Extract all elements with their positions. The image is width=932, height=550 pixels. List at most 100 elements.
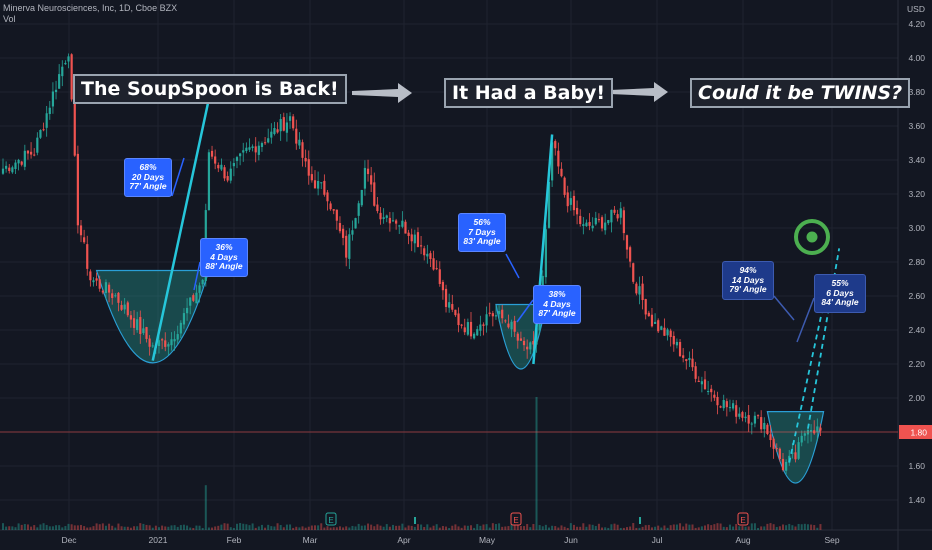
volume-bar: [778, 526, 781, 530]
volume-bar: [323, 527, 326, 530]
candle-body: [432, 258, 435, 270]
candle-body: [775, 448, 778, 450]
candle-body: [345, 235, 348, 258]
earnings-badge: [325, 512, 337, 526]
x-tick-label: Sep: [824, 535, 839, 545]
volume-bar: [98, 524, 101, 530]
volume-bar: [666, 527, 669, 530]
candle-body: [123, 304, 126, 310]
candle-body: [111, 293, 114, 298]
x-axis: Dec 2021 Feb Mar Apr May Jun Jul Aug Sep: [61, 535, 839, 545]
candle-body: [151, 345, 154, 347]
volume-bar: [173, 525, 176, 530]
volume-bar: [158, 527, 160, 530]
volume-bar: [510, 523, 513, 530]
candle-body: [282, 117, 285, 131]
candle-body: [39, 129, 42, 138]
candle-body: [86, 244, 89, 269]
candle-body: [379, 212, 382, 220]
candle-body: [310, 174, 313, 181]
candle-body: [460, 324, 463, 326]
volume-bar: [660, 527, 663, 530]
volume-bar: [23, 524, 26, 530]
candle-body: [560, 168, 563, 177]
candle-body: [276, 129, 279, 133]
candle-body: [513, 320, 516, 332]
volume-bar: [267, 524, 270, 530]
volume-bar: [463, 525, 466, 530]
volume-bar: [438, 527, 441, 530]
volume-bar: [189, 527, 192, 530]
x-tick-label: Aug: [735, 535, 750, 545]
candle-body: [554, 141, 557, 149]
volume-bar: [154, 525, 157, 530]
candle-body: [600, 217, 604, 229]
banner-soupspoon: The SoupSpoon is Back!: [73, 74, 347, 104]
candle-body: [70, 54, 73, 100]
candle-body: [332, 209, 335, 211]
candle-body: [354, 218, 357, 229]
candle-body: [164, 340, 167, 347]
candle-body: [357, 203, 360, 216]
volume-bar: [544, 524, 547, 530]
volume-bar: [632, 523, 635, 530]
volume-bar: [679, 523, 682, 530]
volume-bar: [161, 525, 164, 530]
candle-body: [435, 268, 438, 270]
volume-bar: [401, 523, 404, 530]
volume-bar: [663, 525, 666, 530]
candle-body: [663, 327, 666, 336]
candle-body: [317, 181, 320, 189]
volume-bar: [416, 524, 419, 530]
volume-bar: [591, 524, 594, 530]
volume-bar: [675, 524, 678, 530]
candle-body: [117, 292, 120, 303]
candle-body: [58, 74, 61, 89]
volume-bar: [70, 524, 73, 530]
candle-body: [210, 150, 214, 157]
candle-body: [67, 56, 70, 62]
earnings-icon: E: [737, 512, 749, 526]
volume-bar: [92, 526, 95, 530]
candle-body: [182, 313, 186, 325]
x-tick-label: Apr: [397, 535, 410, 545]
volume-bar: [435, 524, 438, 530]
candle-body: [744, 416, 747, 419]
candle-body: [685, 359, 688, 362]
volume-bar: [245, 524, 248, 530]
candle-body: [254, 146, 257, 153]
candle-body: [126, 302, 129, 316]
candle-body: [83, 237, 86, 243]
volume-bar: [192, 527, 195, 530]
volume-bars: [2, 397, 822, 530]
candle-body: [192, 295, 195, 301]
volume-bar: [725, 527, 728, 530]
volume-bar: [73, 525, 76, 530]
candle-body: [507, 323, 510, 328]
volume-bar: [167, 526, 170, 530]
candle-body: [145, 327, 148, 339]
candles: [1, 53, 822, 475]
volume-bar: [654, 526, 657, 530]
callout-6-angle: 84' Angle: [821, 297, 859, 307]
callout-2-days: 4 Days: [210, 251, 238, 262]
x-tick-label: May: [479, 535, 496, 545]
volume-bar: [722, 526, 725, 530]
volume-bar: [198, 525, 201, 530]
candle-body: [226, 176, 229, 181]
candle-body: [20, 161, 23, 165]
candle-body: [307, 159, 310, 176]
volume-bar: [285, 524, 288, 530]
callout-3-days: 7 Days: [468, 226, 496, 237]
volume-bar: [741, 526, 744, 530]
candle-body: [675, 341, 679, 346]
volume-bar: [385, 524, 388, 530]
volume-bar: [370, 524, 373, 530]
volume-bar: [142, 523, 145, 530]
candle-body: [26, 150, 30, 154]
candle-body: [410, 234, 413, 242]
volume-bar: [423, 526, 426, 530]
volume-bar: [810, 524, 813, 530]
candle-body: [678, 342, 682, 357]
